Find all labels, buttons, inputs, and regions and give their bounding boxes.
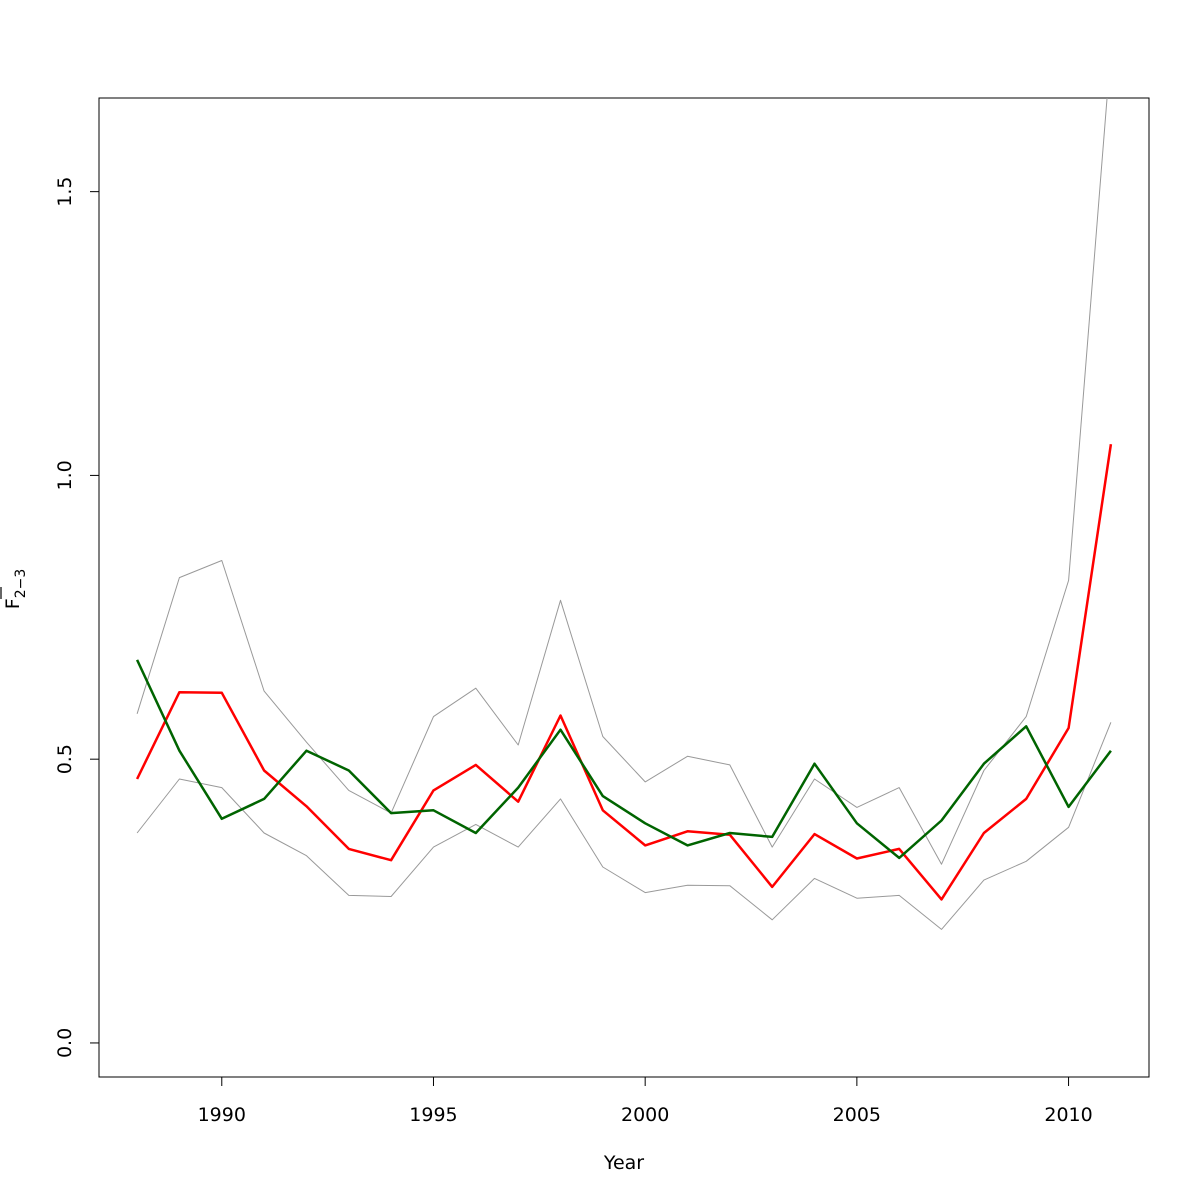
y-tick-label: 1.5	[54, 177, 76, 207]
x-axis-label: Year	[603, 1152, 644, 1174]
y-tick-label: 0.5	[54, 744, 76, 774]
x-tick-label: 2010	[1044, 1104, 1092, 1126]
series-layer	[135, 98, 1113, 930]
y-tick-label: 1.0	[54, 460, 76, 490]
upper-bound-series-line	[136, 98, 1108, 865]
x-axis: 1990 1995 2000 2005 2010	[198, 1076, 1093, 1126]
x-tick-label: 1995	[409, 1104, 457, 1126]
x-tick-label: 2005	[833, 1104, 881, 1126]
green-series-line	[135, 659, 1112, 860]
lower-bound-series-line	[136, 722, 1112, 930]
y-axis-label: F2−3	[0, 569, 29, 609]
y-axis-label-main: F	[2, 598, 24, 609]
svg-text:F2−3: F2−3	[2, 569, 29, 609]
x-tick-label: 1990	[198, 1104, 246, 1126]
plot-frame	[98, 97, 1150, 1078]
y-tick-label: 0.0	[54, 1028, 76, 1058]
y-axis-label-subscript: 2−3	[13, 569, 29, 599]
y-axis: 0.0 0.5 1.0 1.5	[54, 177, 100, 1058]
x-tick-label: 2000	[621, 1104, 669, 1126]
red-series-line	[135, 444, 1113, 901]
